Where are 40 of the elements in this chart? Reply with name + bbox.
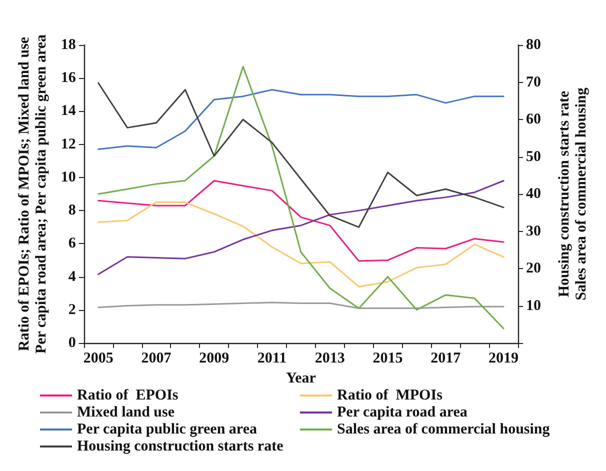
y2-tick-label: 60 [526, 112, 541, 128]
x-axis-title: Year [286, 370, 316, 386]
x-tick-label: 2015 [372, 350, 403, 366]
legend-label: Ratio of MPOIs [337, 388, 443, 404]
y-tick-label: 8 [68, 202, 76, 219]
y2-tick-label: 30 [526, 223, 541, 240]
y-tick-label: 2 [68, 302, 76, 318]
line-series [98, 82, 504, 228]
x-tick-label: 2017 [430, 350, 462, 366]
line-series [98, 88, 504, 150]
y-tick-label: 16 [60, 70, 76, 86]
y2-axis-title: Housing construction starts rate Sales area of commercial housing [556, 87, 590, 300]
line-series [98, 66, 504, 330]
legend-label: Mixed land use [77, 404, 175, 420]
y2-tick-label: 70 [526, 74, 541, 90]
legend-label: Per capita public green area [77, 422, 258, 438]
x-tick-label: 2019 [488, 350, 519, 366]
x-tick-label: 2007 [141, 350, 172, 366]
y2-tick-label: 80 [526, 37, 541, 53]
x-tick-label: 2011 [257, 350, 287, 366]
legend-label: Per capita road area [337, 404, 468, 420]
x-tick-label: 2009 [199, 350, 230, 366]
y2-tick-label: 10 [526, 298, 541, 314]
y-tick-label: 6 [68, 236, 76, 252]
y2-tick-label: 40 [526, 186, 541, 202]
y-tick-label: 10 [60, 169, 76, 186]
y2-tick-label: 20 [526, 260, 541, 276]
line-series [98, 202, 504, 288]
legend-label: Ratio of EPOIs [77, 388, 178, 404]
y-tick-label: 12 [60, 136, 76, 152]
y-axis-title: Ratio of EPOIs; Ratio of MPOIs; Mixed land use Per capita road area; Per capita public green area [16, 34, 50, 354]
x-tick-label: 2013 [314, 350, 345, 366]
y-tick-label: 14 [60, 103, 76, 120]
y-tick-label: 18 [60, 37, 76, 53]
legend-label: Housing construction starts rate [77, 438, 284, 454]
y-tick-label: 4 [68, 268, 76, 285]
y2-tick-label: 50 [526, 148, 541, 165]
y-tick-label: 0 [68, 335, 76, 351]
x-tick-label: 2005 [83, 350, 114, 366]
legend-label: Sales area of commercial housing [337, 422, 550, 438]
